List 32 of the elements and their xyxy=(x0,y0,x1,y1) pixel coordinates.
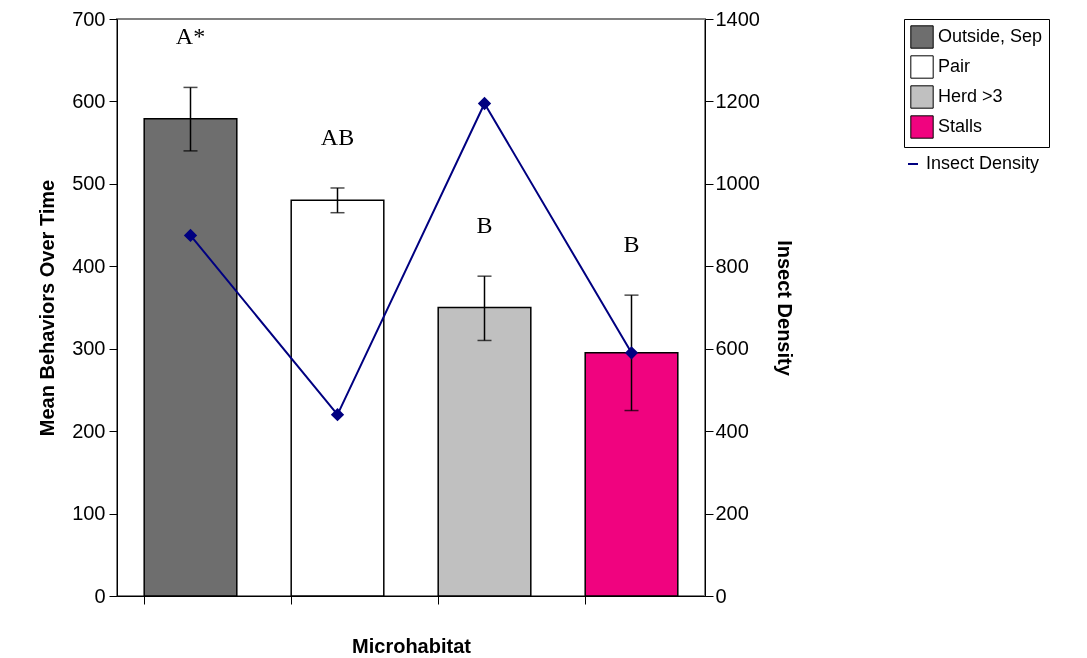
y2-tick-label: 200 xyxy=(715,502,749,525)
legend-label: Stalls xyxy=(938,116,983,136)
legend-label: Herd >3 xyxy=(938,86,1003,106)
y2-tick-label: 1400 xyxy=(715,7,760,30)
point xyxy=(331,408,344,421)
y2-tick-label: 1200 xyxy=(715,89,760,112)
y-tick-label: 100 xyxy=(72,502,106,525)
y-tick-label: 500 xyxy=(72,172,106,195)
y2-tick-label: 0 xyxy=(715,584,727,607)
y2-tick-label: 600 xyxy=(715,337,749,360)
legend-label: Outside, Sep xyxy=(938,26,1043,46)
annotation: B xyxy=(476,212,493,239)
legend-label: Pair xyxy=(938,56,971,76)
y-tick-label: 700 xyxy=(72,7,106,30)
x-axis-title: Microhabitat xyxy=(352,634,472,657)
annotation: A* xyxy=(175,23,206,50)
y2-axis-title: Insect Density xyxy=(773,240,796,377)
y-tick-label: 200 xyxy=(72,419,106,442)
y2-tick-label: 400 xyxy=(715,419,749,442)
point xyxy=(184,229,197,242)
y-tick-label: 300 xyxy=(72,337,106,360)
y2-tick-label: 1000 xyxy=(715,172,760,195)
point xyxy=(478,97,491,110)
annotation: AB xyxy=(320,123,355,150)
y-tick-label: 400 xyxy=(72,254,106,277)
point xyxy=(625,346,638,360)
annotation: B xyxy=(623,231,640,258)
y2-tick-label: 800 xyxy=(715,254,749,277)
y-tick-label: 0 xyxy=(94,584,106,607)
y-tick-label: 600 xyxy=(72,89,106,112)
legend-label: Insect Density xyxy=(926,153,1040,173)
y-axis-title: Mean Behaviors Over Time xyxy=(36,179,59,437)
